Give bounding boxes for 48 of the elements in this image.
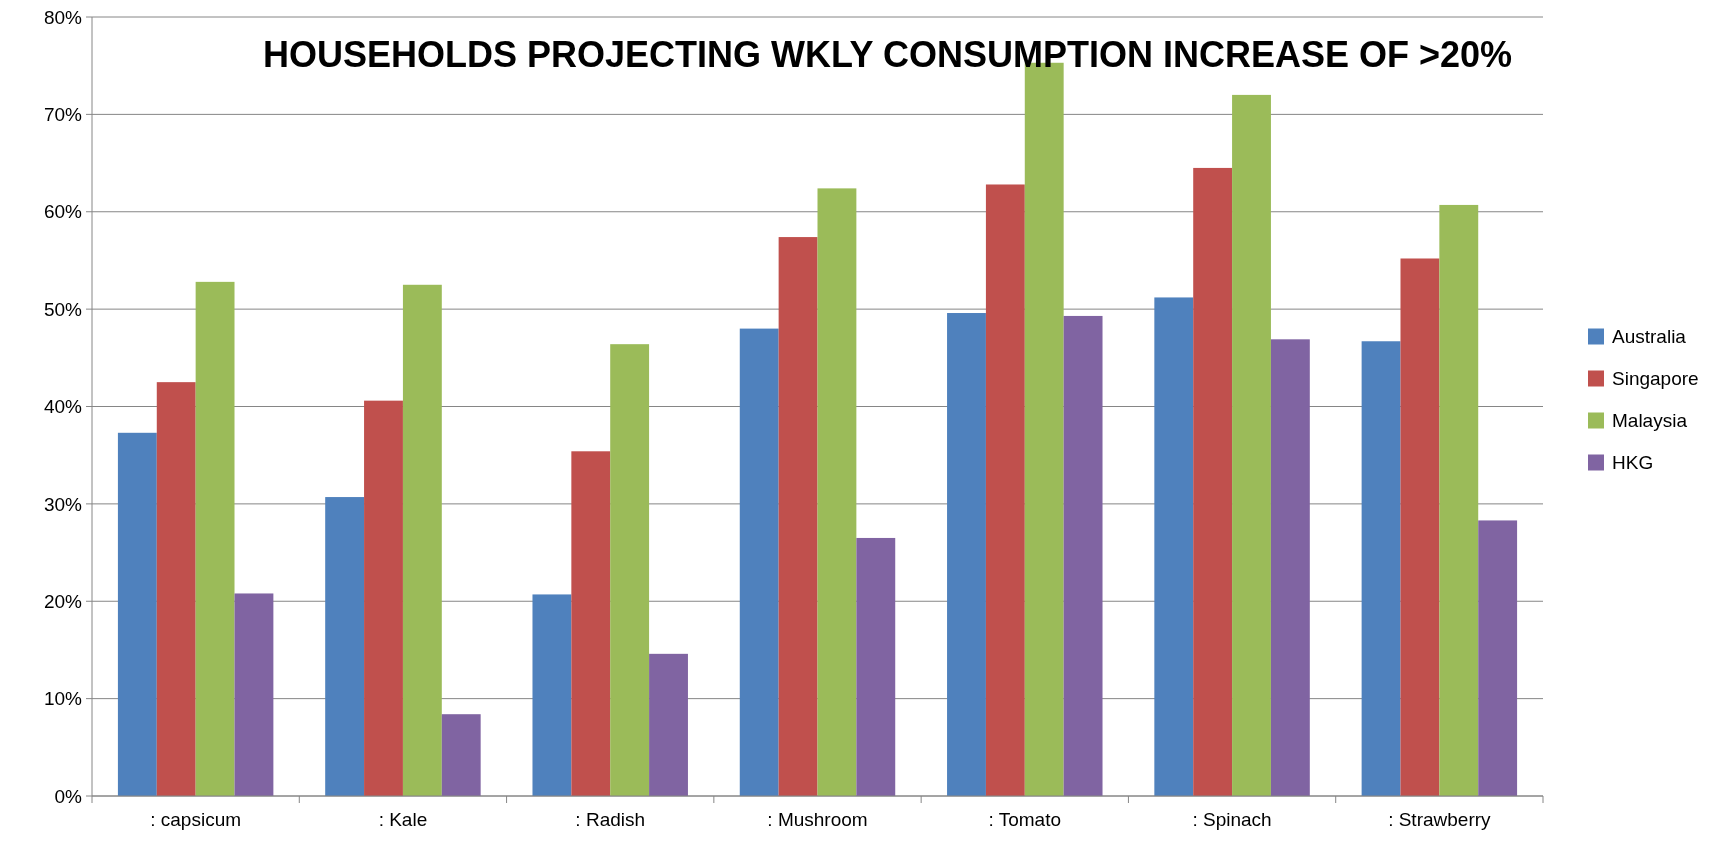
x-tick-label: : Radish bbox=[575, 809, 646, 830]
x-tick-label: : Spinach bbox=[1192, 809, 1272, 830]
bar bbox=[532, 594, 572, 796]
bar bbox=[1063, 315, 1103, 796]
y-tick-label: 10% bbox=[43, 688, 83, 710]
bar bbox=[402, 284, 442, 796]
bar bbox=[856, 537, 896, 796]
bar bbox=[117, 432, 157, 796]
y-tick-label: 30% bbox=[43, 493, 83, 515]
bar bbox=[156, 382, 196, 796]
y-tick-label: 70% bbox=[43, 104, 83, 126]
y-tick-label: 80% bbox=[43, 6, 83, 28]
y-tick-label: 60% bbox=[43, 201, 83, 223]
y-tick-label: 20% bbox=[43, 590, 83, 612]
legend-label: Singapore bbox=[1612, 368, 1699, 390]
x-tick-label: : Strawberry bbox=[1388, 809, 1492, 830]
y-tick-label: 0% bbox=[54, 785, 83, 807]
bar bbox=[739, 328, 779, 796]
legend-label: Malaysia bbox=[1612, 410, 1688, 432]
bar bbox=[234, 593, 274, 796]
bar bbox=[1270, 339, 1310, 796]
bar bbox=[1400, 258, 1440, 796]
x-tick-label: : Mushroom bbox=[767, 809, 868, 830]
x-tick-label: : Tomato bbox=[988, 809, 1062, 830]
bar bbox=[364, 400, 403, 796]
y-tick-label: 50% bbox=[43, 298, 83, 320]
legend-label: Australia bbox=[1612, 326, 1687, 348]
bar bbox=[610, 344, 650, 796]
bar bbox=[325, 497, 365, 796]
bar bbox=[1361, 341, 1401, 796]
bar bbox=[1232, 94, 1271, 796]
x-tick-label: : capsicum bbox=[150, 809, 242, 830]
y-tick-label: 40% bbox=[43, 396, 83, 418]
text: HOUSEHOLDS PROJECTING WKLY CONSUMPTION INCREASE OF >20% bbox=[262, 34, 1513, 75]
bar bbox=[1154, 297, 1194, 796]
bar bbox=[441, 714, 481, 796]
bar bbox=[985, 184, 1025, 796]
bar bbox=[947, 313, 986, 796]
bar bbox=[1478, 520, 1518, 796]
bar bbox=[195, 281, 235, 796]
bar bbox=[817, 188, 857, 796]
bar bbox=[778, 237, 818, 796]
legend-label: HKG bbox=[1612, 452, 1654, 474]
x-tick-label: : Kale bbox=[378, 809, 428, 830]
bar bbox=[1439, 204, 1479, 796]
bar bbox=[1193, 167, 1233, 796]
bar bbox=[649, 653, 688, 796]
bar bbox=[571, 451, 611, 796]
